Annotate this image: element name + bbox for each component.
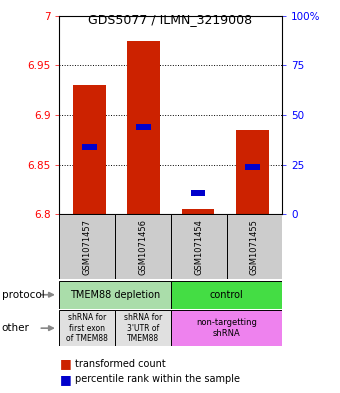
Text: transformed count: transformed count [75,358,166,369]
Bar [171,214,226,279]
Bar [59,310,115,346]
Text: protocol: protocol [2,290,45,300]
Text: non-targetting
shRNA: non-targetting shRNA [196,318,257,338]
Text: shRNA for
3'UTR of
TMEM88: shRNA for 3'UTR of TMEM88 [124,313,162,343]
Bar [59,214,115,279]
Bar [182,209,214,214]
Text: GSM1071454: GSM1071454 [194,219,203,275]
Bar [171,281,282,309]
Bar [115,310,171,346]
Bar [73,85,106,214]
Text: GSM1071455: GSM1071455 [250,219,259,275]
Text: ■: ■ [59,357,71,370]
Bar [236,130,269,214]
Text: GDS5077 / ILMN_3219008: GDS5077 / ILMN_3219008 [88,13,252,26]
Bar [115,214,171,279]
Bar [171,310,282,346]
Text: other: other [2,323,30,333]
Text: GSM1071457: GSM1071457 [83,219,92,275]
Bar [82,144,97,150]
Text: ■: ■ [59,373,71,386]
Bar [136,124,151,130]
Bar [226,214,282,279]
Text: control: control [210,290,243,300]
Bar [245,163,260,169]
Text: shRNA for
first exon
of TMEM88: shRNA for first exon of TMEM88 [66,313,108,343]
Bar [59,281,171,309]
Text: GSM1071456: GSM1071456 [138,219,148,275]
Bar [128,40,160,214]
Text: percentile rank within the sample: percentile rank within the sample [75,374,240,384]
Text: TMEM88 depletion: TMEM88 depletion [70,290,160,300]
Bar [191,190,205,196]
